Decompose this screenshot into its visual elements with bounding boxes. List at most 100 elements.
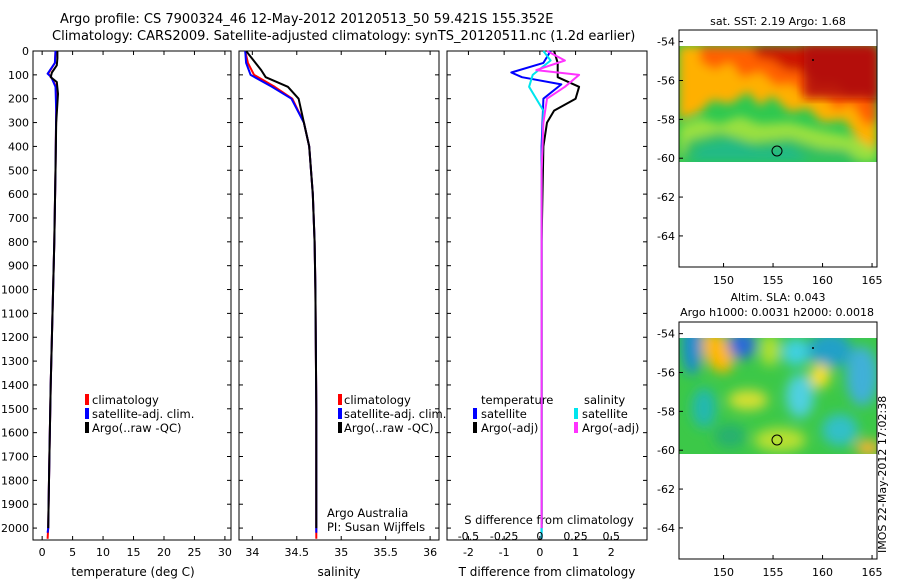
- salinity-annotation-line2: PI: Susan Wijffels: [327, 520, 425, 534]
- sst-y-tick-label: -58: [657, 113, 675, 126]
- depth-tick-label: 600: [8, 188, 29, 201]
- sla-x-tick-label: 160: [812, 566, 833, 579]
- sst-y-tick-label: -54: [657, 36, 675, 49]
- difference-legend-swatch-t-satellite: [473, 408, 477, 419]
- sst-y-tick-label: -62: [657, 191, 675, 204]
- salinity-legend-argo: Argo(..raw -QC): [344, 421, 434, 435]
- difference-x-tick-label: 1: [572, 546, 579, 559]
- sla-y-tick-label: -56: [657, 367, 675, 380]
- difference-legend-s-satellite: satellite: [582, 407, 628, 421]
- generated-chart-marks: 0100200300400500600700800900100011001200…: [1, 36, 883, 579]
- salinity-series-line: [244, 50, 318, 533]
- salinity-legend-swatch-argo: [338, 422, 342, 433]
- footer-timestamp: IMOS 22-May-2012 17:02:38: [876, 396, 889, 553]
- depth-tick-label: 800: [8, 236, 29, 249]
- sst-x-tick-label: 160: [812, 274, 833, 287]
- temperature-legend: climatology satellite-adj. clim. Argo(..…: [85, 393, 194, 435]
- sst-field: [679, 46, 877, 162]
- difference-legend-temperature-title: temperature: [481, 393, 553, 407]
- salinity-legend-swatch-climatology: [338, 394, 342, 405]
- temperature-panel-frame: [32, 50, 232, 541]
- sla-x-tick-label: 165: [862, 566, 883, 579]
- temperature-legend-swatch-argo: [85, 422, 89, 433]
- depth-tick-label: 1700: [1, 451, 29, 464]
- sla-y-tick-label: -64: [657, 522, 675, 535]
- depth-tick-label: 500: [8, 164, 29, 177]
- difference-s-tick-label: 0.25: [563, 530, 588, 543]
- depth-tick-label: 1600: [1, 427, 29, 440]
- difference-series-line: [535, 50, 581, 529]
- depth-tick-label: 200: [8, 93, 29, 106]
- depth-tick-label: 1200: [1, 331, 29, 344]
- salinity-x-tick-label: 35.5: [373, 546, 398, 559]
- difference-x-tick-label: 0: [536, 546, 543, 559]
- salinity-series-line: [245, 50, 318, 529]
- sla-y-tick-label: -62: [657, 483, 675, 496]
- difference-x-tick-label: -2: [463, 546, 474, 559]
- figure-title-line1: Argo profile: CS 7900324_46 12-May-2012 …: [60, 12, 554, 27]
- sla-y-tick-label: -60: [657, 444, 675, 457]
- sst-x-tick-label: 155: [763, 274, 784, 287]
- depth-tick-label: 1500: [1, 403, 29, 416]
- depth-tick-label: 1100: [1, 307, 29, 320]
- difference-legend-swatch-s-argo: [574, 422, 578, 433]
- temperature-x-tick-label: 25: [187, 546, 201, 559]
- depth-tick-label: 1400: [1, 379, 29, 392]
- temperature-axis-label: temperature (deg C): [71, 565, 194, 579]
- sst-y-tick-label: -60: [657, 152, 675, 165]
- temperature-x-tick-label: 0: [39, 546, 46, 559]
- salinity-legend-satellite: satellite-adj. clim.: [344, 407, 446, 421]
- difference-series-line: [540, 50, 581, 529]
- salinity-x-tick-label: 34.5: [285, 546, 310, 559]
- depth-tick-label: 300: [8, 117, 29, 130]
- difference-series-line: [510, 50, 563, 539]
- salinity-x-tick-label: 36: [423, 546, 437, 559]
- sst-speck: [812, 59, 814, 61]
- difference-legend-t-satellite: satellite: [481, 407, 527, 421]
- sst-map-title: sat. SST: 2.19 Argo: 1.68: [710, 15, 846, 28]
- sla-y-tick-label: -54: [657, 328, 675, 341]
- salinity-legend-swatch-satellite: [338, 408, 342, 419]
- temperature-x-tick-label: 20: [157, 546, 171, 559]
- difference-legend: temperature salinity satellite Argo(-adj…: [473, 393, 639, 435]
- sst-x-tick-label: 150: [713, 274, 734, 287]
- sst-y-tick-label: -56: [657, 75, 675, 88]
- depth-tick-label: 1900: [1, 498, 29, 511]
- depth-tick-label: 2000: [1, 522, 29, 535]
- difference-s-tick-label: 0.5: [603, 530, 621, 543]
- sla-map-frame: [678, 321, 878, 560]
- temperature-legend-swatch-climatology: [85, 394, 89, 405]
- difference-x-tick-label: -1: [499, 546, 510, 559]
- sla-float-marker: [771, 434, 783, 446]
- difference-legend-swatch-t-argo: [473, 422, 477, 433]
- salinity-x-tick-label: 34: [245, 546, 259, 559]
- depth-tick-label: 1300: [1, 355, 29, 368]
- sst-map: sat. SST: 2.19 Argo: 1.68: [678, 15, 878, 268]
- temperature-x-tick-label: 15: [127, 546, 141, 559]
- temperature-legend-swatch-satellite: [85, 408, 89, 419]
- sst-float-marker: [771, 145, 783, 157]
- sst-x-tick-label: 165: [862, 274, 883, 287]
- temperature-x-tick-label: 30: [218, 546, 232, 559]
- sla-map-subtitle: Argo h1000: 0.0031 h2000: 0.0018: [680, 306, 874, 319]
- sst-y-tick-label: -64: [657, 230, 675, 243]
- salinity-legend-climatology: climatology: [344, 393, 411, 407]
- temperature-series-line: [47, 51, 59, 529]
- difference-legend-s-argo: Argo(-adj): [582, 421, 639, 435]
- salinity-panel-frame: [238, 50, 440, 541]
- difference-x-tick-label: 2: [608, 546, 615, 559]
- salinity-x-tick-label: 35: [334, 546, 348, 559]
- temperature-legend-climatology: climatology: [92, 393, 159, 407]
- depth-tick-label: 400: [8, 140, 29, 153]
- depth-tick-label: 1800: [1, 474, 29, 487]
- salinity-legend: climatology satellite-adj. clim. Argo(..…: [338, 393, 446, 435]
- temperature-x-tick-label: 10: [96, 546, 110, 559]
- depth-tick-label: 700: [8, 212, 29, 225]
- t-difference-axis-label: T difference from climatology: [458, 565, 636, 579]
- sla-map-title: Altim. SLA: 0.043: [730, 291, 825, 304]
- sla-x-tick-label: 155: [763, 566, 784, 579]
- sla-map: Altim. SLA: 0.043 Argo h1000: 0.0031 h20…: [678, 291, 878, 560]
- difference-legend-salinity-title: salinity: [584, 393, 625, 407]
- sla-speck: [812, 347, 814, 349]
